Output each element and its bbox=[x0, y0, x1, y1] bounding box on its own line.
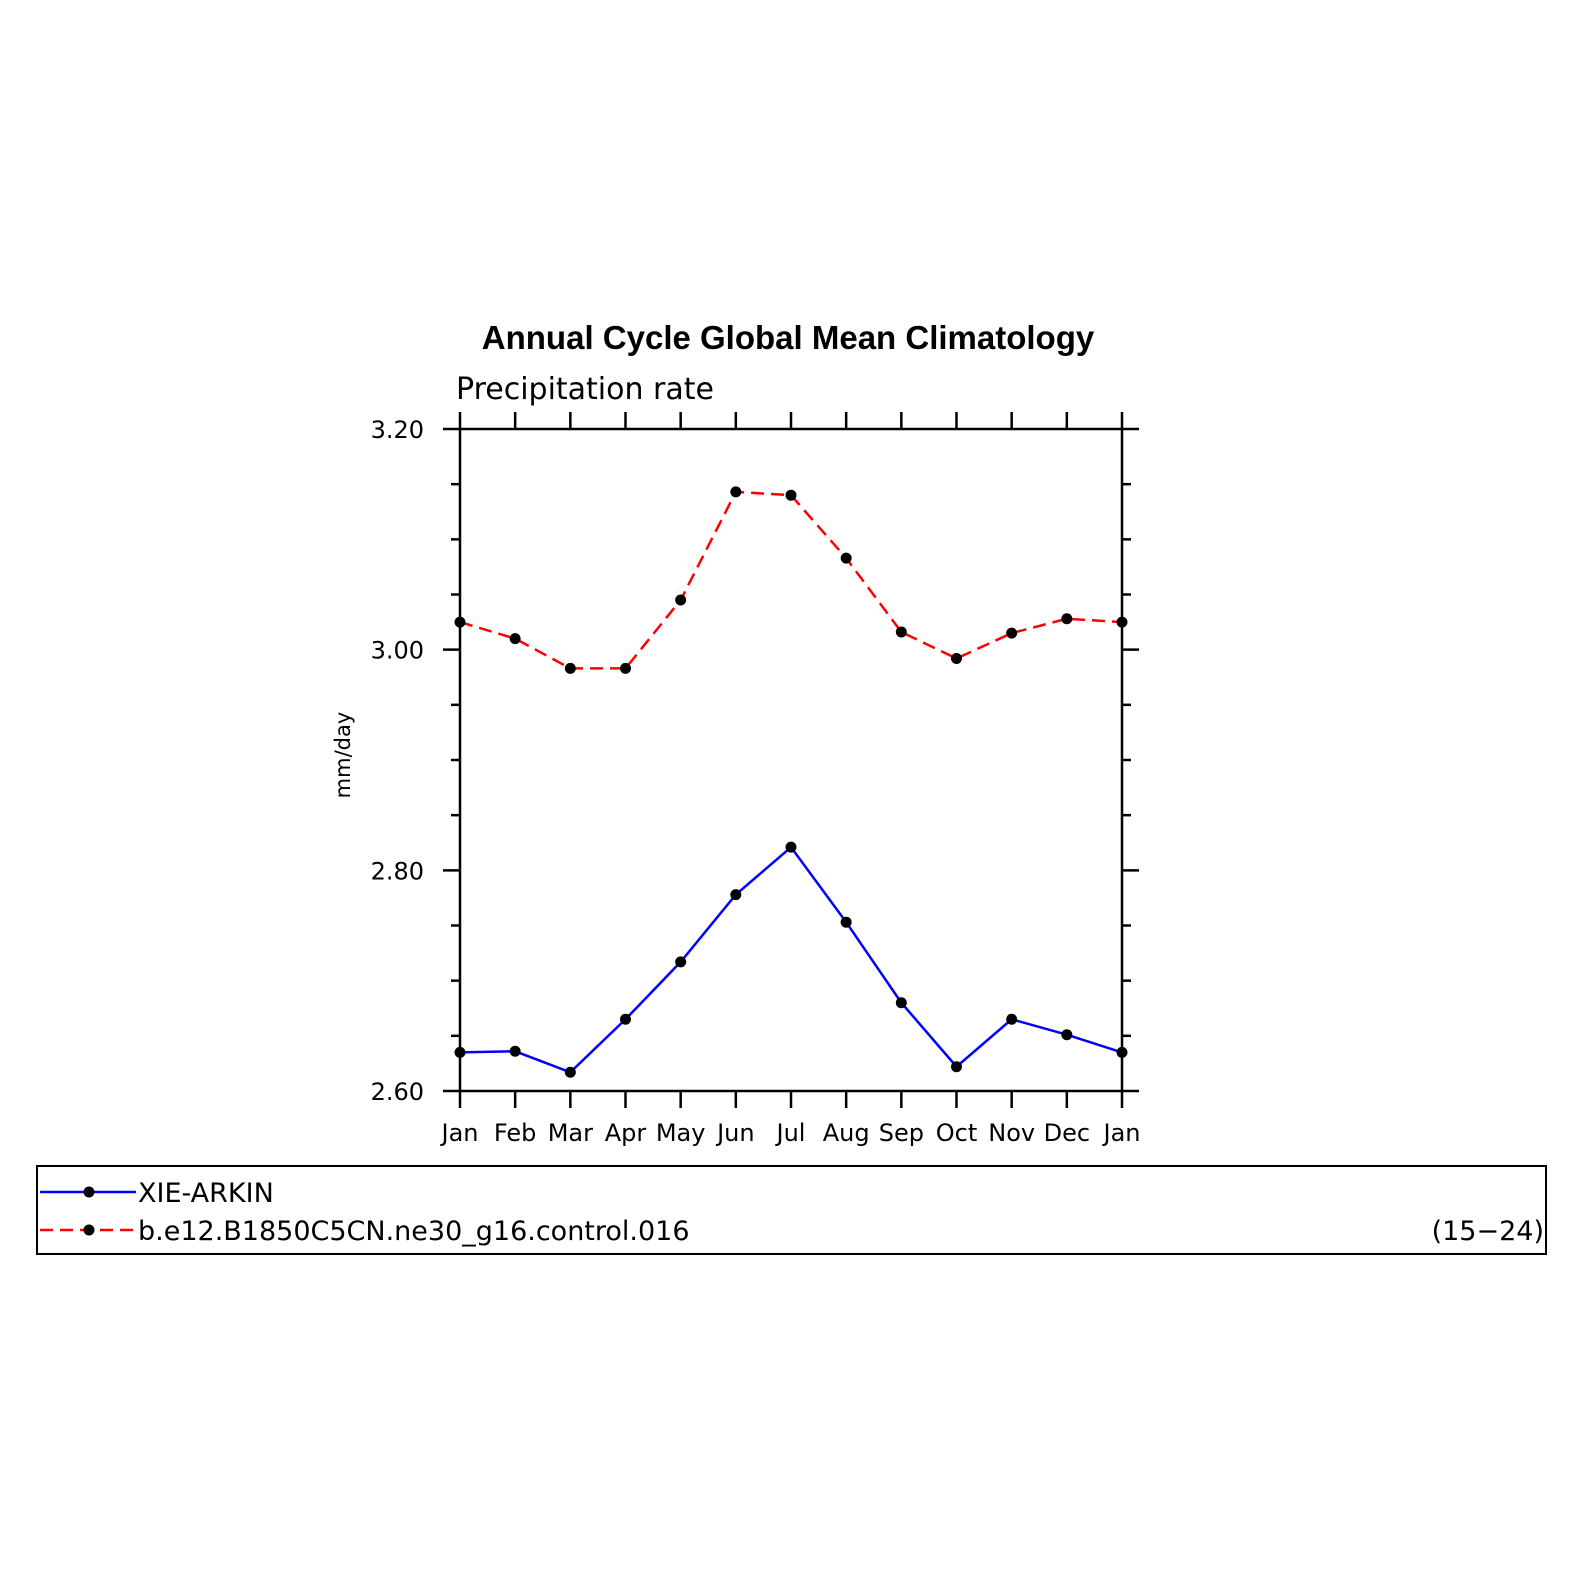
data-point bbox=[1116, 616, 1128, 628]
y-tick-label: 2.60 bbox=[371, 1078, 424, 1106]
x-tick-label: Oct bbox=[936, 1119, 978, 1147]
data-point bbox=[509, 633, 521, 645]
x-axis: Jan Feb Mar Apr May Jun Jul Aug Sep Oct Nov Dec Jan bbox=[440, 412, 1141, 1147]
data-point bbox=[675, 594, 687, 606]
chart-title: Annual Cycle Global Mean Climatology bbox=[482, 319, 1095, 356]
legend: XIE-ARKIN b.e12.B1850C5CN.ne30_g16.contro… bbox=[36, 1165, 1547, 1255]
data-point bbox=[840, 552, 852, 564]
data-point bbox=[1006, 1013, 1018, 1025]
data-point bbox=[564, 662, 576, 674]
legend-entries: XIE-ARKIN b.e12.B1850C5CN.ne30_g16.contro… bbox=[40, 1178, 690, 1247]
data-point bbox=[620, 1013, 631, 1025]
legend-annotation: (15−24) bbox=[1432, 1216, 1544, 1247]
x-tick-label: Jun bbox=[715, 1119, 755, 1147]
data-point bbox=[895, 626, 907, 638]
legend-marker-1 bbox=[83, 1186, 95, 1198]
x-tick-label: Nov bbox=[988, 1119, 1035, 1147]
data-point bbox=[1061, 1029, 1073, 1041]
data-point bbox=[1061, 613, 1073, 625]
x-tick-label: May bbox=[656, 1119, 706, 1147]
data-point bbox=[785, 489, 797, 501]
legend-label-2: b.e12.B1850C5CN.ne30_g16.control.016 bbox=[138, 1216, 690, 1247]
data-point bbox=[1006, 627, 1018, 639]
x-tick-label: Jan bbox=[440, 1119, 479, 1147]
x-tick-label: Feb bbox=[494, 1119, 537, 1147]
y-tick-label: 3.00 bbox=[371, 637, 424, 665]
x-tick-label: Apr bbox=[605, 1119, 647, 1147]
y-axis: 2.60 2.80 3.00 3.20 bbox=[371, 416, 1139, 1106]
data-point bbox=[895, 997, 907, 1009]
data-point bbox=[951, 652, 962, 664]
x-tick-label: Aug bbox=[823, 1119, 870, 1147]
series-line-2 bbox=[459, 490, 1123, 670]
y-tick-label: 3.20 bbox=[371, 416, 424, 444]
data-point bbox=[564, 1066, 576, 1078]
data-point bbox=[620, 662, 631, 674]
x-tick-label: Jul bbox=[775, 1119, 806, 1147]
plot-frame bbox=[458, 427, 1124, 1093]
data-point bbox=[509, 1045, 521, 1057]
y-tick-label: 2.80 bbox=[371, 857, 424, 885]
chart-subtitle: Precipitation rate bbox=[456, 372, 714, 407]
data-point bbox=[454, 1046, 466, 1058]
data-point bbox=[1116, 1046, 1128, 1058]
legend-marker-2 bbox=[83, 1224, 95, 1236]
legend-label-1: XIE-ARKIN bbox=[138, 1178, 274, 1209]
plot-border bbox=[458, 427, 1124, 1093]
series-layer bbox=[454, 486, 1128, 1078]
data-point bbox=[675, 956, 687, 968]
x-tick-label: Jan bbox=[1102, 1119, 1141, 1147]
x-tick-label: Dec bbox=[1044, 1119, 1090, 1147]
x-tick-label: Sep bbox=[879, 1119, 924, 1147]
x-tick-label: Mar bbox=[548, 1119, 593, 1147]
data-point bbox=[454, 616, 466, 628]
data-point bbox=[730, 889, 742, 901]
y-axis-title: mm/day bbox=[331, 712, 355, 799]
data-point bbox=[840, 916, 852, 928]
series-line-1 bbox=[459, 845, 1123, 1074]
data-point bbox=[730, 486, 742, 498]
data-point bbox=[785, 841, 797, 853]
legend-box bbox=[36, 1165, 1547, 1255]
data-point bbox=[951, 1061, 962, 1073]
